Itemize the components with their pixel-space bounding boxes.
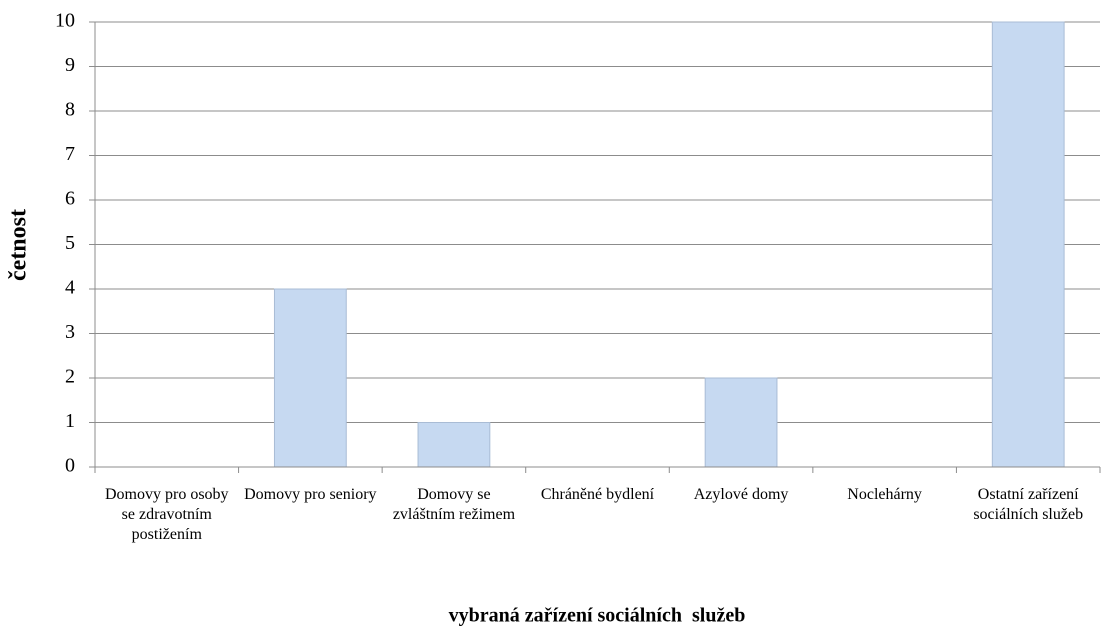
x-axis-title: vybraná zařízení sociálních služeb (449, 605, 746, 627)
x-tick-label-box: Ostatní zařízení sociálních služeb (973, 486, 1084, 523)
x-tick-label: Chráněné bydlení (540, 486, 655, 503)
x-tick-label-box: Domovy pro osoby se zdravotním postižení… (105, 486, 229, 543)
y-tick-label: 6 (65, 188, 75, 210)
x-tick-label: Ostatní zařízení sociálních služeb (973, 486, 1084, 523)
x-tick-label: Noclehárny (847, 486, 922, 503)
y-axis-title: četnost (6, 209, 32, 281)
y-tick-label: 1 (65, 410, 75, 432)
y-tick-label: 4 (65, 277, 75, 299)
bar (417, 422, 491, 468)
x-tick-label: Domovy se zvláštním režimem (392, 486, 516, 523)
y-tick-label: 5 (65, 232, 75, 254)
y-tick-label: 8 (65, 99, 75, 121)
bar (273, 288, 347, 468)
y-tick-label: 10 (55, 10, 75, 32)
y-tick-label: 2 (65, 366, 75, 388)
bar (991, 21, 1065, 468)
y-tick-label: 0 (65, 455, 75, 477)
x-tick-label-box: Noclehárny (847, 486, 922, 503)
y-tick-label: 9 (65, 54, 75, 76)
x-tick-label-box: Chráněné bydlení (540, 486, 655, 503)
y-tick-label: 7 (65, 143, 75, 165)
x-tick-label: Azylové domy (693, 486, 789, 503)
x-tick-label: Domovy pro seniory (244, 486, 377, 503)
x-tick-label-box: Domovy se zvláštním režimem (392, 486, 516, 523)
y-tick-label: 3 (65, 321, 75, 343)
bar (704, 377, 778, 468)
x-tick-label-box: Domovy pro seniory (244, 486, 377, 503)
x-tick-label: Domovy pro osoby se zdravotním postižení… (105, 486, 229, 543)
x-tick-label-box: Azylové domy (693, 486, 789, 503)
